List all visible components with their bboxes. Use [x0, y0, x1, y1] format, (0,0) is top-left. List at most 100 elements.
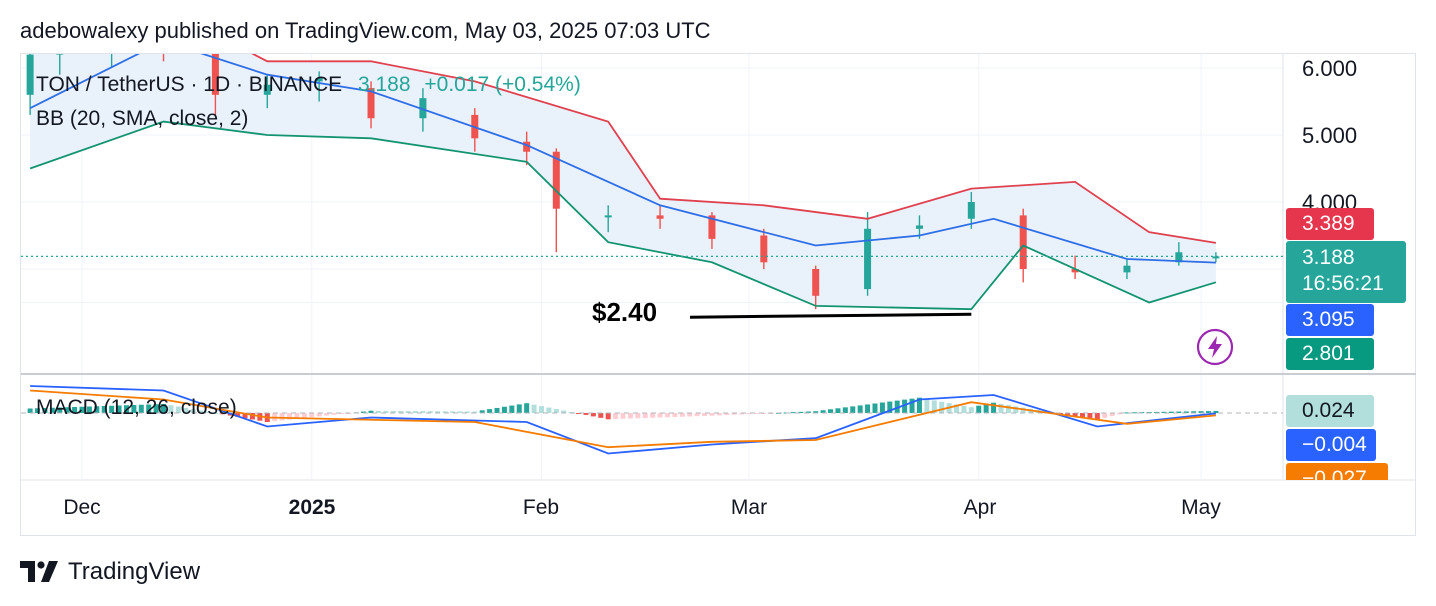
macd-hist-bar — [1109, 413, 1115, 417]
macd-hist-bar — [279, 413, 285, 421]
candle-body — [367, 88, 375, 119]
candle-body — [56, 54, 64, 55]
macd-hist-bar — [1168, 411, 1174, 413]
macd-hist-bar — [435, 411, 441, 413]
macd-hist-bar — [79, 406, 85, 413]
macd-hist-bar — [702, 413, 708, 416]
macd-hist-bar — [450, 411, 456, 413]
macd-hist-bar — [35, 408, 41, 413]
macd-hist-bar — [650, 413, 656, 418]
macd-hist-bar — [879, 402, 885, 413]
macd-hist-bar — [212, 413, 218, 414]
candle-body — [315, 78, 323, 82]
macd-hist-bar — [968, 407, 974, 413]
bb-upper-tag: 3.389 — [1286, 208, 1374, 240]
macd-hist-bar — [1176, 411, 1182, 413]
macd-hist-bar — [709, 413, 715, 416]
macd-hist-bar — [613, 413, 619, 420]
macd-hist-bar — [390, 410, 396, 413]
macd-hist-bar — [57, 407, 63, 413]
macd-hist-bar — [672, 413, 678, 417]
macd-hist-bar — [501, 406, 507, 413]
lightning-icon[interactable] — [1196, 328, 1234, 366]
macd-hist-bar — [86, 406, 92, 413]
macd-hist-bar — [287, 413, 293, 420]
tradingview-footer[interactable]: TradingView — [20, 558, 200, 586]
macd-hist-bar — [813, 411, 819, 413]
macd-hist-bar — [590, 413, 596, 417]
macd-hist-bar — [235, 413, 241, 417]
macd-hist-bar — [487, 409, 493, 413]
macd-hist-bar — [1213, 410, 1219, 413]
macd-legend[interactable]: MACD (12, 26, close) — [36, 396, 237, 419]
candle-body — [604, 215, 612, 218]
bb-basis-tag: 3.095 — [1286, 304, 1374, 336]
macd-hist-bar — [724, 413, 730, 416]
bollinger-upper-line — [251, 54, 1217, 244]
macd-hist-bar — [1131, 412, 1137, 414]
macd-hist-bar — [294, 413, 300, 419]
macd-hist-bar — [961, 405, 967, 413]
macd-hist-bar — [72, 407, 78, 413]
macd-hist-bar — [398, 410, 404, 413]
macd-hist-bar — [1183, 411, 1189, 413]
macd-hist-bar — [887, 401, 893, 413]
macd-hist-bar — [420, 411, 426, 413]
symbol-legend[interactable]: TON / TetherUS · 1D · BINANCE 3.188 +0.0… — [36, 73, 581, 97]
chart-frame[interactable] — [20, 53, 1416, 536]
macd-hist-bar — [939, 401, 945, 413]
candle-body — [864, 228, 872, 290]
candle-body — [1212, 256, 1220, 259]
macd-hist-bar — [916, 397, 922, 413]
macd-hist-bar — [479, 410, 485, 413]
macd-hist-bar — [457, 411, 463, 413]
macd-hist-bar — [190, 409, 196, 413]
macd-hist-bar — [798, 411, 804, 413]
macd-hist-bar — [205, 411, 211, 413]
macd-signal-tag: −0.027 — [1286, 463, 1388, 480]
macd-line — [30, 385, 1216, 455]
bollinger-lower-line — [29, 120, 1217, 311]
macd-hist-bar — [472, 411, 478, 413]
macd-hist-bar — [116, 405, 122, 413]
macd-hist-bar — [331, 413, 337, 415]
macd-hist-bar — [694, 413, 700, 417]
macd-hist-bar — [642, 413, 648, 419]
macd-hist-bar — [1124, 412, 1130, 414]
candles-group — [26, 54, 1220, 310]
macd-hist-bar — [664, 413, 670, 418]
macd-hist-bar — [375, 410, 381, 413]
candle-body — [967, 202, 975, 219]
x-label-apr: Apr — [963, 496, 997, 519]
macd-hist-bar — [842, 407, 848, 413]
macd-hist-bar — [790, 412, 796, 414]
macd-hist-bar — [931, 400, 937, 413]
macd-hist-bar — [991, 402, 997, 413]
bb-legend[interactable]: BB (20, SMA, close, 2) — [36, 107, 249, 130]
macd-hist-bar — [442, 411, 448, 413]
tradingview-logo-icon — [20, 561, 58, 582]
tradingview-brand: TradingView — [68, 558, 201, 585]
support-line[interactable] — [689, 312, 972, 319]
macd-hist-bar — [1198, 411, 1204, 413]
support-annotation: $2.40 — [592, 297, 658, 327]
macd-hist-bar — [1005, 405, 1011, 413]
macd-hist-bar — [820, 410, 826, 413]
macd-hist-bar — [1154, 411, 1160, 413]
candle-body — [1123, 265, 1131, 273]
macd-hist-bar — [146, 404, 152, 413]
candle-body — [656, 215, 664, 219]
macd-hist-bar — [153, 404, 159, 413]
macd-hist-bar — [635, 413, 641, 419]
macd-hist-bar — [857, 405, 863, 413]
macd-hist-bar — [494, 407, 500, 413]
macd-hist-bar — [828, 409, 834, 413]
macd-hist-bar — [894, 400, 900, 413]
candle-body — [419, 98, 427, 119]
macd-hist-bar — [998, 403, 1004, 413]
macd-hist-bar — [627, 413, 633, 419]
macd-hist-bar — [954, 404, 960, 413]
macd-hist-bar — [413, 411, 418, 413]
candle-body — [552, 151, 560, 209]
